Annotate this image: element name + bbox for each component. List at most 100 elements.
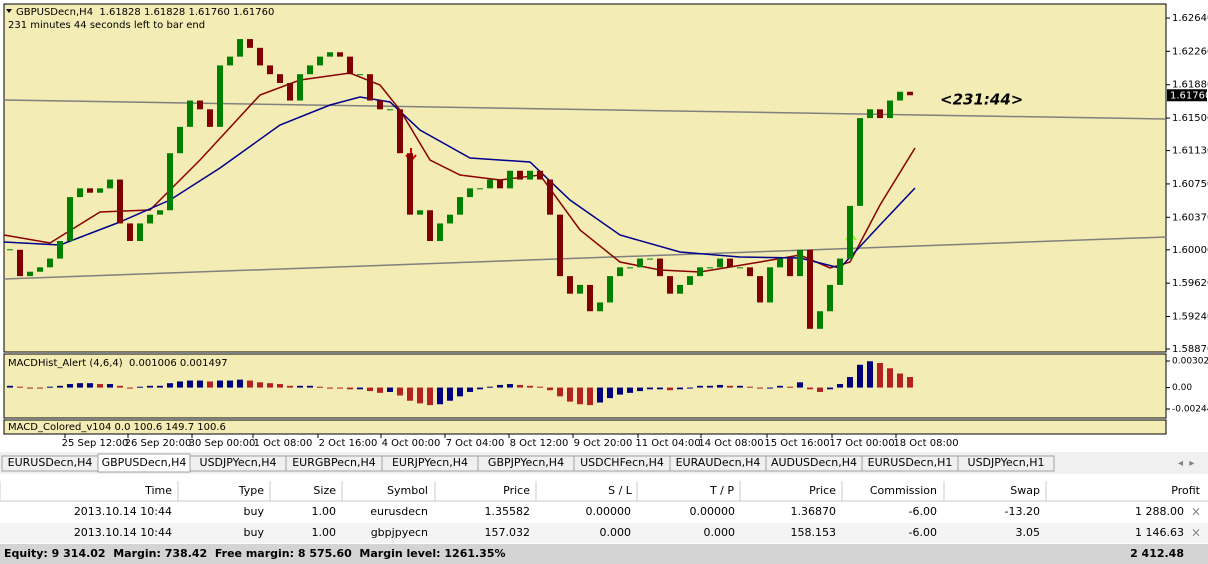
column-header[interactable]: T / P xyxy=(709,484,734,497)
candle xyxy=(787,258,793,277)
candle xyxy=(97,188,103,193)
candle xyxy=(347,56,353,75)
trade-cell: -6.00 xyxy=(909,526,937,539)
column-header[interactable]: Time xyxy=(144,484,172,497)
macd-bar xyxy=(527,385,533,388)
macd-bar xyxy=(867,361,873,388)
column-header[interactable]: Price xyxy=(503,484,530,497)
close-trade[interactable]: × xyxy=(1191,505,1201,519)
macd-bar xyxy=(697,385,703,388)
macd-tick-label: -0.002442 xyxy=(1172,405,1208,415)
macd-bar xyxy=(47,386,53,388)
macd-bar xyxy=(717,384,723,388)
close-trade[interactable]: × xyxy=(1191,526,1201,540)
candle xyxy=(87,188,93,193)
chart-tab[interactable] xyxy=(957,455,1055,472)
chart-tab-label[interactable]: EURGBPecn,H4 xyxy=(292,456,376,469)
time-label: 8 Oct 12:00 xyxy=(510,438,569,449)
chart-tab-label[interactable]: EURJPYecn,H4 xyxy=(392,456,468,469)
macd-bar xyxy=(297,385,303,388)
macd-bar xyxy=(457,387,463,397)
trade-row[interactable] xyxy=(0,523,1208,543)
macd-bar xyxy=(637,387,643,392)
macd-bar xyxy=(767,387,773,389)
candle xyxy=(157,210,163,215)
macd-bar xyxy=(517,384,523,388)
macd-bar xyxy=(77,383,83,388)
chart-tab-label[interactable]: EURUSDecn,H1 xyxy=(868,456,953,469)
macd-bar xyxy=(37,387,43,389)
time-label: 1 Oct 08:00 xyxy=(254,438,313,449)
candle xyxy=(727,258,733,268)
time-label: 17 Oct 00:00 xyxy=(829,438,894,449)
candle xyxy=(197,100,203,110)
candle xyxy=(357,74,363,76)
chart-tab-label[interactable]: GBPUSDecn,H4 xyxy=(102,456,187,469)
macd-bar xyxy=(7,385,13,388)
macd-bar xyxy=(507,384,513,388)
macd-bar xyxy=(827,387,833,390)
column-header[interactable]: S / L xyxy=(608,484,633,497)
macd-bar xyxy=(57,385,63,388)
macd-bar xyxy=(817,387,823,392)
macd-bar xyxy=(187,380,193,388)
trade-row[interactable] xyxy=(0,502,1208,522)
bid-box xyxy=(1167,89,1207,102)
trade-cell: 1.00 xyxy=(312,505,337,518)
candle xyxy=(127,223,133,242)
candle xyxy=(407,153,413,215)
candle xyxy=(507,170,513,189)
chart-tab-label[interactable]: AUDUSDecn,H4 xyxy=(771,456,857,469)
macd-bar xyxy=(67,384,73,388)
trade-cell: gbpjpyecn xyxy=(371,526,428,539)
time-label: 26 Sep 20:00 xyxy=(125,438,192,449)
macd-bar xyxy=(577,387,583,405)
macd-bar xyxy=(607,387,613,399)
candle xyxy=(117,179,123,224)
candle xyxy=(847,205,853,259)
candle xyxy=(387,109,393,111)
macd-bar xyxy=(747,386,753,388)
chart-tab-label[interactable]: EURAUDecn,H4 xyxy=(676,456,761,469)
chart-tab-label[interactable]: USDJPYecn,H1 xyxy=(968,456,1045,469)
macd-bar xyxy=(287,385,293,388)
macd-bar xyxy=(687,387,693,389)
macd-bar xyxy=(547,387,553,391)
candle xyxy=(897,91,903,101)
chart-tab-label[interactable]: USDCHFecn,H4 xyxy=(580,456,664,469)
macd-bar xyxy=(627,387,633,393)
candle xyxy=(717,258,723,268)
column-header[interactable]: Swap xyxy=(1010,484,1040,497)
candle xyxy=(397,109,403,154)
macd-bar xyxy=(317,386,323,388)
macd-bar xyxy=(137,386,143,388)
candle xyxy=(647,258,653,260)
column-header[interactable]: Commission xyxy=(870,484,937,497)
trade-cell: 1 146.63 xyxy=(1135,526,1184,539)
chart-tab-label[interactable]: EURUSDecn,H4 xyxy=(8,456,93,469)
time-label: 11 Oct 04:00 xyxy=(635,438,700,449)
candle xyxy=(137,223,143,242)
macd-bar xyxy=(147,385,153,388)
macd-bar xyxy=(277,384,283,388)
timer-line: 231 minutes 44 seconds left to bar end xyxy=(8,20,205,31)
trade-cell: eurusdecn xyxy=(370,505,428,518)
column-header[interactable]: Type xyxy=(238,484,264,497)
macd-bar xyxy=(487,386,493,388)
chart-tab-label[interactable]: GBPJPYecn,H4 xyxy=(488,456,564,469)
macd-bar xyxy=(127,387,133,389)
chart-tab-label[interactable]: USDJPYecn,H4 xyxy=(200,456,277,469)
column-header[interactable]: Size xyxy=(313,484,336,497)
candle xyxy=(377,100,383,110)
column-header[interactable]: Symbol xyxy=(387,484,428,497)
macd-bar xyxy=(677,387,683,390)
column-header[interactable]: Price xyxy=(809,484,836,497)
macd-bar xyxy=(897,373,903,388)
macd-bar xyxy=(177,381,183,388)
column-header[interactable]: Profit xyxy=(1171,484,1200,497)
account-summary: Equity: 9 314.02 Margin: 738.42 Free mar… xyxy=(4,547,506,560)
macd-bar xyxy=(737,385,743,388)
candle xyxy=(297,74,303,101)
macd-bar xyxy=(617,387,623,395)
